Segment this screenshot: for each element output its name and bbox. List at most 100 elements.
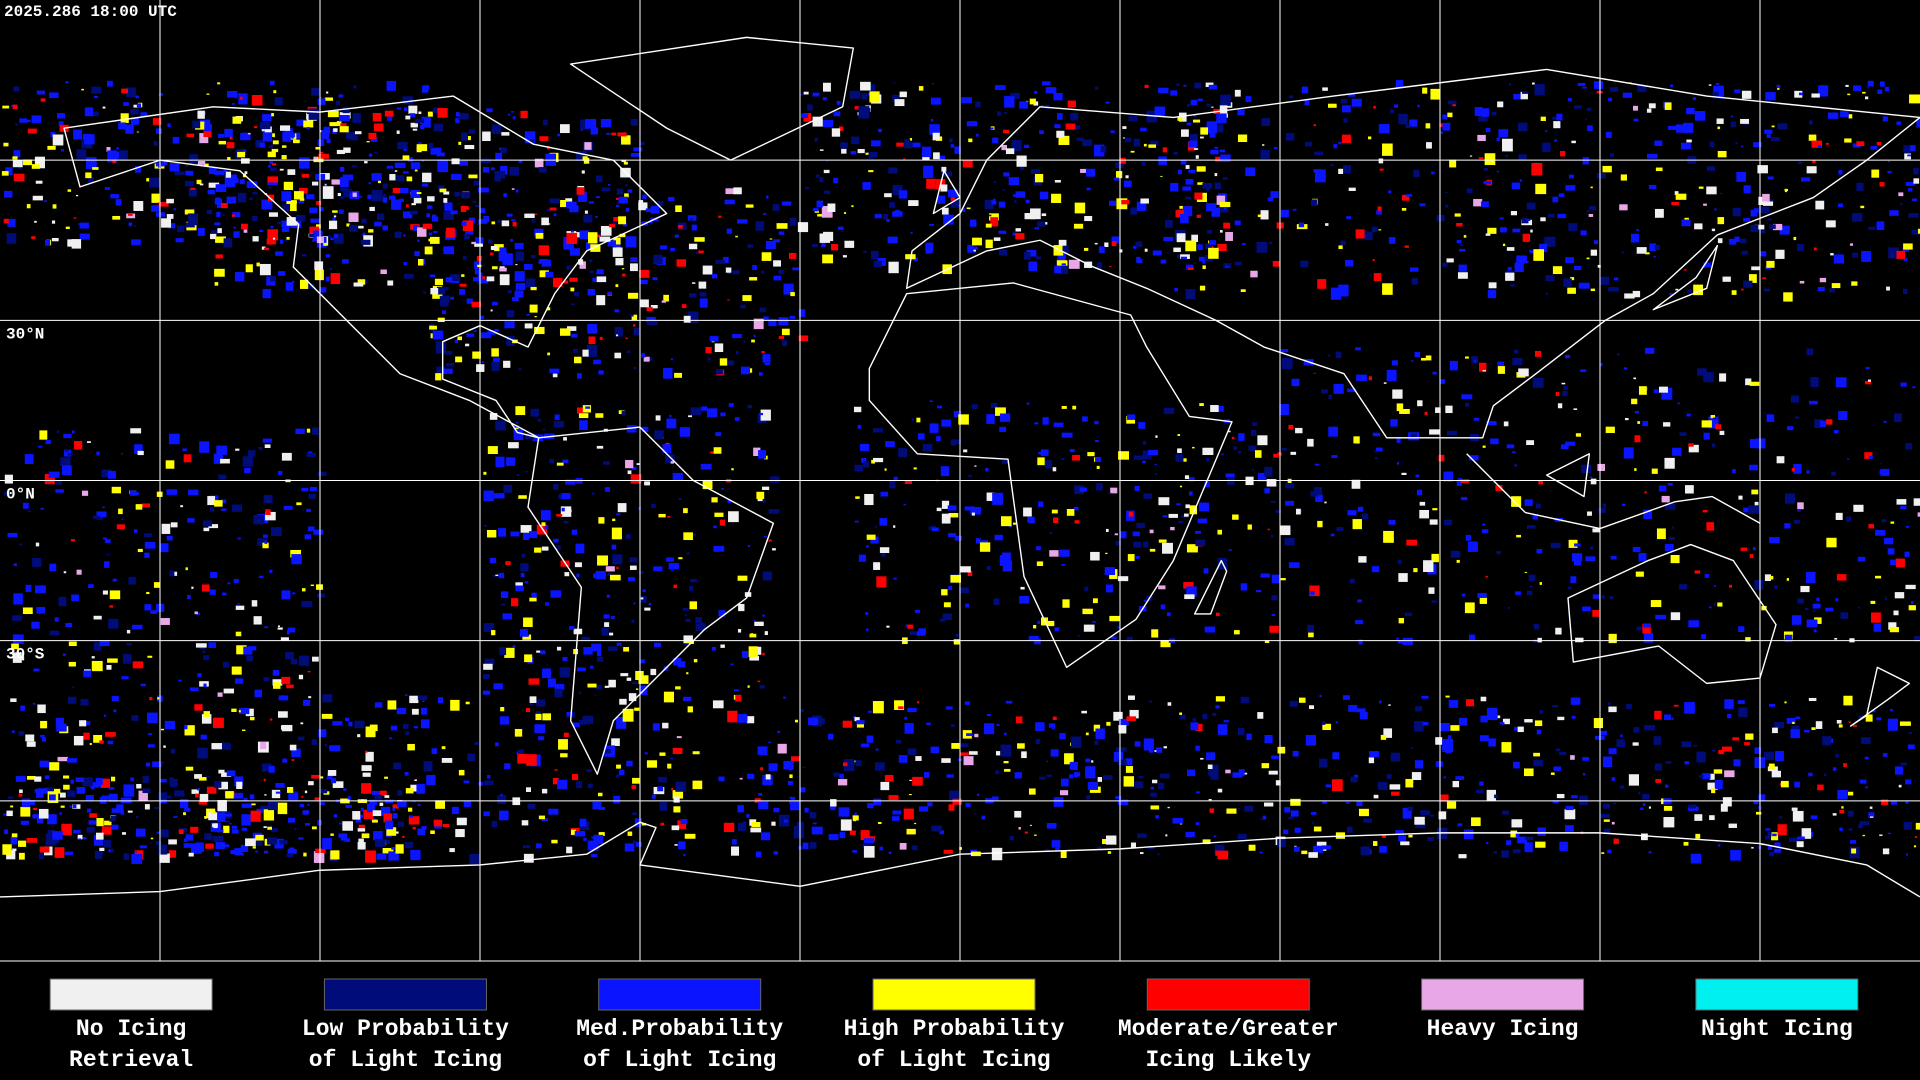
icing-pixel — [1582, 773, 1586, 776]
icing-pixel — [422, 700, 425, 702]
icing-pixel — [1256, 589, 1262, 593]
icing-pixel — [1485, 233, 1491, 236]
icing-pixel — [1496, 137, 1500, 142]
icing-pixel — [1152, 250, 1162, 256]
icing-pixel — [1085, 766, 1096, 779]
icing-pixel — [1155, 473, 1158, 475]
icing-pixel — [976, 133, 979, 137]
icing-pixel — [286, 200, 297, 212]
icing-pixel — [449, 848, 455, 853]
britain — [933, 171, 960, 214]
icing-pixel — [606, 132, 611, 135]
icing-pixel — [34, 776, 42, 782]
icing-pixel — [700, 463, 712, 470]
icing-pixel — [951, 743, 960, 749]
icing-pixel — [1127, 554, 1135, 562]
icing-pixel — [1577, 82, 1586, 87]
icing-pixel — [1188, 140, 1198, 148]
icing-pixel — [1, 171, 9, 176]
icing-pixel — [1753, 142, 1762, 148]
icing-pixel — [1143, 493, 1153, 499]
icing-pixel — [332, 210, 338, 213]
icing-pixel — [222, 214, 225, 216]
icing-pixel — [986, 565, 991, 571]
icing-pixel — [329, 122, 338, 127]
icing-pixel — [1379, 168, 1384, 171]
icing-pixel — [1628, 774, 1640, 786]
icing-pixel — [495, 420, 506, 431]
icing-pixel — [1186, 264, 1194, 270]
icing-pixel — [500, 706, 505, 712]
icing-pixel — [355, 817, 362, 823]
icing-pixel — [1558, 193, 1565, 198]
icing-pixel — [311, 87, 321, 96]
icing-pixel — [1743, 218, 1751, 222]
icing-pixel — [624, 193, 629, 198]
icing-pixel — [226, 196, 237, 204]
icing-pixel — [878, 128, 882, 133]
icing-pixel — [1143, 143, 1147, 147]
icing-pixel — [1033, 90, 1038, 94]
icing-pixel — [246, 181, 258, 189]
icing-pixel — [76, 787, 86, 794]
icing-pixel — [86, 441, 91, 443]
icing-pixel — [1429, 519, 1438, 525]
icing-pixel — [167, 123, 171, 127]
icing-pixel — [1655, 778, 1661, 783]
icing-pixel — [1155, 747, 1163, 753]
icing-pixel — [455, 112, 460, 117]
icing-pixel — [580, 119, 590, 130]
icing-pixel — [598, 832, 605, 837]
icing-pixel — [1279, 403, 1289, 416]
icing-pixel — [161, 523, 171, 534]
icing-pixel — [1024, 831, 1028, 834]
icing-pixel — [332, 721, 343, 726]
icing-pixel — [1754, 501, 1759, 506]
icing-pixel — [1196, 166, 1206, 172]
icing-pixel — [1233, 446, 1238, 450]
icing-pixel — [678, 498, 682, 500]
icing-pixel — [723, 822, 735, 833]
icing-pixel — [1144, 84, 1149, 89]
icing-pixel — [40, 98, 46, 102]
icing-pixel — [1915, 822, 1920, 830]
icing-pixel — [1570, 576, 1577, 583]
icing-pixel — [1868, 812, 1875, 818]
icing-pixel — [719, 519, 726, 526]
icing-pixel — [1851, 213, 1863, 222]
icing-pixel — [302, 588, 306, 592]
icing-pixel — [1053, 422, 1064, 427]
icing-pixel — [1590, 186, 1593, 189]
icing-pixel — [812, 244, 818, 248]
icing-pixel — [542, 713, 552, 721]
icing-pixel — [495, 456, 505, 468]
icing-pixel — [186, 133, 195, 138]
icing-pixel — [768, 763, 778, 771]
icing-pixel — [1397, 640, 1406, 644]
icing-pixel — [1238, 450, 1242, 454]
icing-pixel — [684, 643, 690, 646]
icing-pixel — [705, 346, 712, 354]
icing-pixel — [562, 459, 569, 463]
icing-pixel — [99, 851, 104, 855]
icing-pixel — [1138, 775, 1144, 779]
icing-pixel — [929, 423, 939, 433]
icing-pixel — [1644, 252, 1650, 255]
icing-pixel — [1105, 552, 1108, 555]
icing-pixel — [1643, 623, 1651, 628]
icing-pixel — [1313, 169, 1322, 173]
icing-pixel — [412, 826, 416, 830]
icing-pixel — [1499, 217, 1504, 220]
icing-pixel — [275, 251, 283, 256]
icing-pixel — [197, 788, 201, 791]
icing-pixel — [36, 606, 46, 614]
icing-pixel — [1869, 455, 1873, 460]
icing-pixel — [1835, 753, 1840, 758]
icing-pixel — [201, 714, 212, 724]
icing-pixel — [1771, 770, 1781, 778]
icing-pixel — [1837, 203, 1843, 208]
icing-pixel — [1832, 767, 1837, 771]
icing-pixel — [1524, 719, 1533, 723]
icing-pixel — [1556, 113, 1563, 121]
